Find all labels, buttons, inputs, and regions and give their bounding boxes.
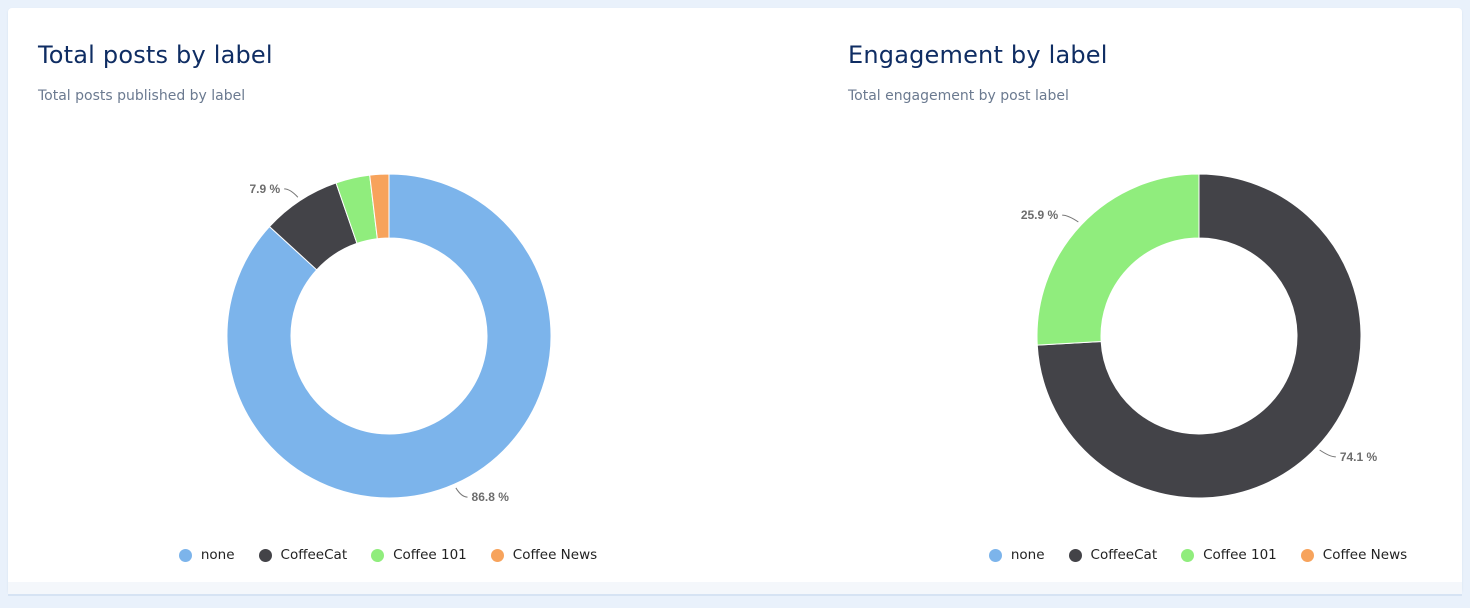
legend-label: none bbox=[200, 547, 235, 563]
donut-chart-total-posts: 86.8 % 7.9 % bbox=[226, 173, 552, 504]
legend-label: Coffee 101 bbox=[393, 547, 467, 563]
legend-label: none bbox=[1010, 547, 1045, 563]
legend-marker-icon bbox=[1068, 548, 1082, 562]
legend-item-none[interactable]: none bbox=[988, 547, 1045, 563]
legend-marker-icon bbox=[371, 548, 385, 562]
slice-coffee-news[interactable] bbox=[369, 173, 390, 240]
legend-label: Coffee 101 bbox=[1203, 547, 1277, 563]
chart-title: Total posts by label bbox=[38, 41, 273, 69]
legend-label: CoffeeCat bbox=[280, 547, 348, 563]
label-connector bbox=[284, 188, 299, 198]
slice-none[interactable] bbox=[226, 173, 552, 499]
legend-label: Coffee News bbox=[512, 547, 598, 563]
legend-label: CoffeeCat bbox=[1090, 547, 1158, 563]
legend-marker-icon bbox=[490, 548, 504, 562]
label-connector bbox=[1062, 214, 1079, 223]
dashboard-card: Total posts by label Total posts publish… bbox=[8, 8, 1462, 593]
chart-legend: none CoffeeCat Coffee 101 Coffee News bbox=[818, 544, 1470, 566]
data-label-coffeecat: 7.9 % bbox=[249, 182, 280, 196]
card-footer-strip bbox=[8, 582, 1462, 596]
data-label-none: 86.8 % bbox=[472, 490, 510, 504]
legend-item-coffee-101[interactable]: Coffee 101 bbox=[371, 547, 467, 563]
legend-item-none[interactable]: none bbox=[178, 547, 235, 563]
legend-item-coffee-101[interactable]: Coffee 101 bbox=[1181, 547, 1277, 563]
data-label-coffee-101: 25.9 % bbox=[1021, 208, 1059, 222]
legend-item-coffee-news[interactable]: Coffee News bbox=[490, 547, 598, 563]
legend-item-coffeecat[interactable]: CoffeeCat bbox=[258, 547, 348, 563]
donut-chart-engagement: 74.1 % 25.9 % bbox=[1021, 173, 1378, 499]
chart-subtitle: Total posts published by label bbox=[38, 88, 246, 104]
legend-marker-icon bbox=[178, 548, 192, 562]
legend-marker-icon bbox=[988, 548, 1002, 562]
legend-marker-icon bbox=[1300, 548, 1314, 562]
panel-total-posts: Total posts by label Total posts publish… bbox=[8, 8, 728, 593]
chart-subtitle: Total engagement by post label bbox=[848, 88, 1069, 104]
label-connector bbox=[455, 487, 468, 498]
legend-marker-icon bbox=[1181, 548, 1195, 562]
slice-coffee-101[interactable] bbox=[1036, 173, 1200, 346]
chart-title: Engagement by label bbox=[848, 41, 1108, 69]
data-label-coffeecat: 74.1 % bbox=[1340, 450, 1378, 464]
legend-item-coffee-news[interactable]: Coffee News bbox=[1300, 547, 1408, 563]
label-connector bbox=[1319, 449, 1336, 458]
legend-marker-icon bbox=[258, 548, 272, 562]
slice-coffeecat[interactable] bbox=[1036, 173, 1362, 499]
legend-label: Coffee News bbox=[1322, 547, 1408, 563]
panel-engagement: Engagement by label Total engagement by … bbox=[818, 8, 1470, 593]
chart-legend: none CoffeeCat Coffee 101 Coffee News bbox=[8, 544, 768, 566]
legend-item-coffeecat[interactable]: CoffeeCat bbox=[1068, 547, 1158, 563]
